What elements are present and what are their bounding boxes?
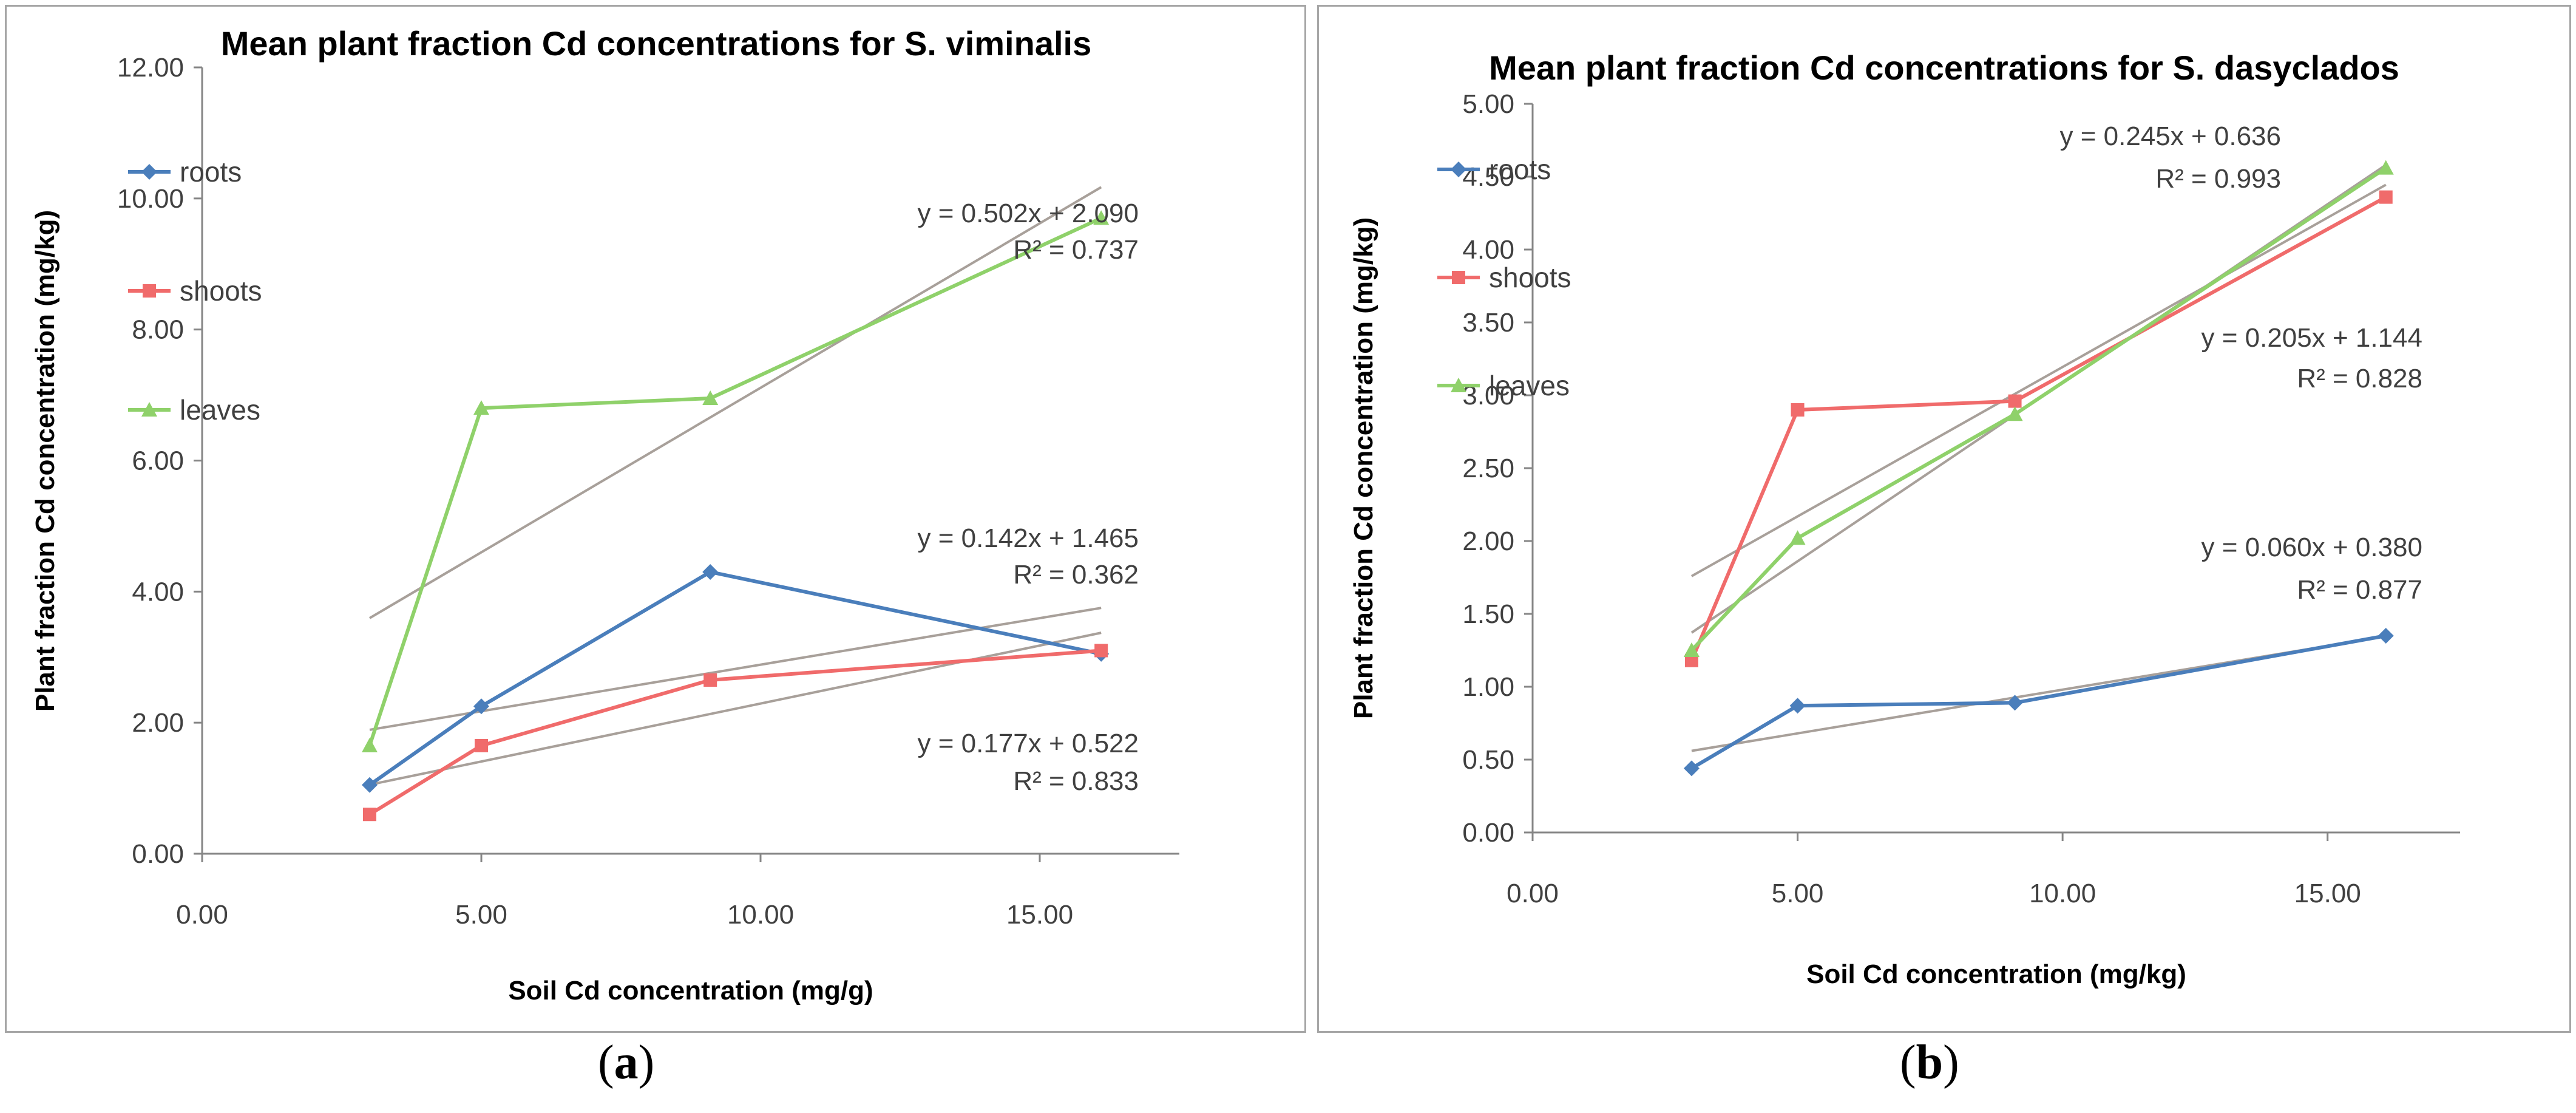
chart-a-legend-marker-leaves (141, 402, 157, 417)
chart-b-y-tick-label: 1.00 (1462, 672, 1514, 702)
chart-a-leaves-point (362, 737, 378, 752)
chart-b-leaves-point (2007, 406, 2023, 421)
chart-a-trend-equation-2: y = 0.177x + 0.522 (917, 729, 1139, 758)
chart-b-legend-label-roots: roots (1489, 154, 1551, 185)
chart-a-leaves-point (1093, 210, 1110, 225)
chart-a-y-tick-label: 12.00 (117, 53, 184, 83)
chart-a-shoots-point (475, 738, 488, 752)
chart-b-y-tick-label: 0.00 (1462, 818, 1514, 848)
chart-a-leaves-point (473, 400, 489, 415)
chart-b-trend-r2-2: R² = 0.877 (2297, 575, 2422, 605)
chart-b-x-tick-label: 15.00 (2294, 879, 2361, 908)
chart-a-trend-equation-0: y = 0.502x + 2.090 (917, 199, 1139, 228)
chart-b-y-tick-label: 2.00 (1462, 526, 1514, 556)
chart-b-shoots-point (2008, 394, 2022, 408)
chart-a-y-tick-label: 0.00 (132, 839, 184, 869)
chart-b-roots-point (2378, 628, 2394, 644)
chart-a-y-tick-label: 2.00 (132, 708, 184, 738)
chart-a-trendline-0 (368, 186, 1102, 619)
chart-b-y-tick-label: 2.50 (1462, 454, 1514, 483)
chart-a-x-tick-label: 0.00 (176, 900, 228, 930)
chart-a-roots-point (702, 563, 719, 580)
chart-b-trendline-1 (1690, 183, 2387, 577)
chart-a-y-tick-label: 6.00 (132, 446, 184, 476)
chart-b-y-tick-label: 4.50 (1462, 162, 1514, 192)
chart-b-trend-equation-1: y = 0.205x + 1.144 (2201, 323, 2422, 353)
chart-a-legend-label-leaves: leaves (180, 394, 260, 426)
chart-panel-a: Mean plant fraction Cd concentrations fo… (5, 5, 1306, 1033)
chart-b-leaves-point (2378, 160, 2394, 175)
chart-a-series-shoots-line (368, 648, 1102, 816)
chart-b-shoots-point (1684, 653, 1698, 667)
chart-b-y-tick-label: 5.00 (1462, 89, 1514, 119)
chart-b-legend-label-shoots: shoots (1489, 262, 1571, 293)
chart-b-shoots-point (2379, 190, 2393, 204)
chart-b-legend-marker-roots (1451, 162, 1466, 177)
chart-a-y-tick-label: 4.00 (132, 577, 184, 607)
chart-a-y-axis-label: Plant fraction Cd concentration (mg/kg) (30, 210, 60, 712)
chart-a-trend-equation-1: y = 0.142x + 1.465 (917, 523, 1139, 553)
chart-b-leaves-point (1789, 530, 1806, 545)
chart-b-leaves-point (1683, 642, 1700, 657)
chart-a-roots-point (473, 698, 489, 715)
chart-b-series-roots-line (1690, 634, 2387, 770)
chart-a-legend-marker-roots (141, 164, 157, 180)
chart-a-roots-point (362, 777, 378, 793)
subfigure-label-a: (a) (598, 1036, 655, 1089)
chart-a-legend-marker-shoots (143, 284, 156, 298)
chart-a-shoots-point (703, 673, 717, 687)
chart-a-leaves-point (702, 390, 719, 405)
chart-a-legend-label-shoots: shoots (180, 275, 262, 307)
chart-b-roots-point (1683, 760, 1700, 777)
chart-a-svg: Mean plant fraction Cd concentrations fo… (30, 24, 1179, 1006)
chart-a-y-tick-label: 10.00 (117, 184, 184, 214)
chart-b-y-tick-label: 1.50 (1462, 599, 1514, 629)
chart-b-roots-point (1789, 698, 1806, 714)
chart-b-svg: Mean plant fraction Cd concentrations fo… (1349, 49, 2460, 989)
chart-a-x-tick-label: 10.00 (727, 900, 794, 930)
chart-a-shoots-point (363, 808, 376, 822)
chart-b-y-tick-label: 4.00 (1462, 235, 1514, 265)
chart-a-y-tick-label: 8.00 (132, 315, 184, 345)
chart-a-title: Mean plant fraction Cd concentrations fo… (221, 24, 1091, 63)
chart-b-legend-label-leaves: leaves (1489, 370, 1570, 401)
chart-a-legend-label-roots: roots (180, 156, 242, 188)
chart-b-y-tick-label: 0.50 (1462, 745, 1514, 775)
chart-b-trend-r2-1: R² = 0.828 (2297, 364, 2422, 393)
chart-a-x-tick-label: 15.00 (1006, 900, 1073, 930)
chart-a-x-axis-label: Soil Cd concentration (mg/g) (508, 976, 873, 1006)
chart-b-x-axis-label: Soil Cd concentration (mg/kg) (1806, 959, 2186, 989)
subfigure-label-b: (b) (1900, 1036, 1959, 1089)
chart-b-shoots-point (1791, 403, 1805, 417)
chart-b-legend-marker-shoots (1452, 271, 1465, 284)
chart-a-series-roots-line (368, 570, 1102, 787)
chart-b-series-leaves-line (1690, 166, 2387, 652)
chart-a-shoots-point (1094, 644, 1108, 658)
chart-a-x-tick-label: 5.00 (455, 900, 507, 930)
chart-b-series-shoots-line (1690, 195, 2387, 661)
chart-a-series-leaves-line (368, 216, 1102, 746)
chart-b-x-tick-label: 10.00 (2029, 879, 2096, 908)
chart-a-trend-r2-1: R² = 0.362 (1013, 560, 1139, 590)
chart-b-x-tick-label: 5.00 (1772, 879, 1824, 908)
subfigure-letter-b: b (1916, 1036, 1944, 1089)
chart-b-title: Mean plant fraction Cd concentrations fo… (1489, 49, 2399, 87)
chart-b-x-tick-label: 0.00 (1507, 879, 1559, 908)
chart-b-trend-r2-0: R² = 0.993 (2155, 164, 2281, 194)
chart-b-legend-marker-leaves (1451, 378, 1466, 392)
chart-b-y-tick-label: 3.50 (1462, 308, 1514, 338)
chart-panel-b: Mean plant fraction Cd concentrations fo… (1317, 5, 2571, 1033)
chart-b-trend-equation-0: y = 0.245x + 0.636 (2059, 121, 2281, 151)
chart-b-roots-point (2007, 695, 2023, 711)
chart-a-trend-r2-0: R² = 0.737 (1013, 235, 1139, 265)
chart-b-trend-equation-2: y = 0.060x + 0.380 (2201, 533, 2422, 562)
chart-a-trend-r2-2: R² = 0.833 (1013, 766, 1139, 796)
chart-b-y-axis-label: Plant fraction Cd concentration (mg/kg) (1349, 217, 1378, 719)
subfigure-letter-a: a (614, 1036, 639, 1089)
